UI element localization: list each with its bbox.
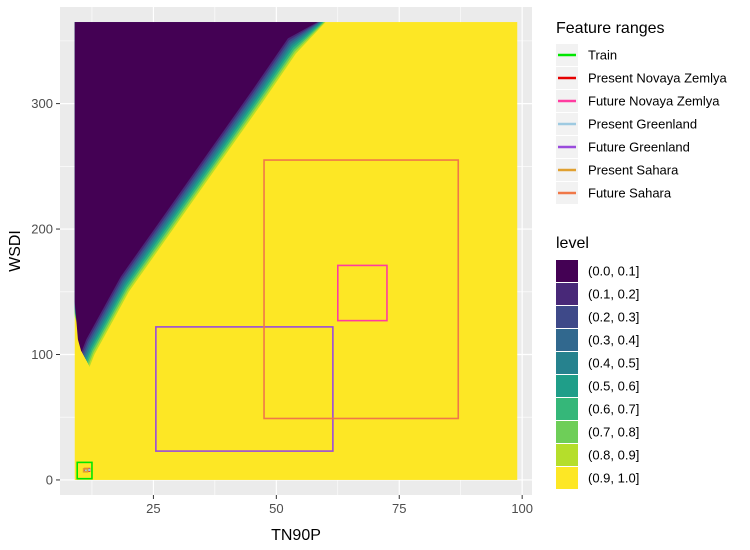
y-tick-label: 200 bbox=[31, 222, 53, 237]
legend-color-swatch bbox=[556, 467, 578, 489]
feature-range-box bbox=[263, 159, 460, 420]
legend-label: Future Sahara bbox=[588, 186, 672, 201]
legend-label: (0.4, 0.5] bbox=[588, 356, 639, 371]
y-tick-label: 0 bbox=[46, 472, 53, 487]
legend-label: (0.9, 1.0] bbox=[588, 471, 639, 486]
legend-label: (0.5, 0.6] bbox=[588, 379, 639, 394]
legend-color-swatch bbox=[556, 283, 578, 305]
feature-range-box bbox=[82, 468, 89, 473]
legend-label: (0.6, 0.7] bbox=[588, 402, 639, 417]
legend-label: (0.8, 0.9] bbox=[588, 448, 639, 463]
legend-label: (0.7, 0.8] bbox=[588, 425, 639, 440]
legend-label: (0.2, 0.3] bbox=[588, 310, 639, 325]
y-axis-title: WSDI bbox=[7, 230, 24, 272]
feature-range-box bbox=[336, 264, 388, 322]
feature-ranges-legend: Feature ranges Train Present Novaya Zemly… bbox=[556, 20, 727, 204]
x-axis-title: TN90P bbox=[271, 527, 321, 544]
legend-color-swatch bbox=[556, 352, 578, 374]
legend-label: Present Novaya Zemlya bbox=[588, 71, 727, 86]
level-legend: level (0.0, 0.1] (0.1, 0.2] (0.2, 0.3] (0.3… bbox=[556, 235, 639, 489]
x-tick-label: 25 bbox=[146, 501, 160, 516]
legend-label: Future Greenland bbox=[588, 140, 690, 155]
legend-color-swatch bbox=[556, 444, 578, 466]
legend-color-swatch bbox=[556, 329, 578, 351]
legend-color-swatch bbox=[556, 421, 578, 443]
legend-label: (0.0, 0.1] bbox=[588, 264, 639, 279]
plot-area bbox=[60, 7, 532, 495]
contour-level-region bbox=[74, 22, 318, 352]
x-tick-label: 100 bbox=[511, 501, 533, 516]
feature-range-box bbox=[76, 461, 93, 480]
level-legend-title: level bbox=[556, 235, 589, 252]
legend-color-swatch bbox=[556, 398, 578, 420]
legend-label: (0.3, 0.4] bbox=[588, 333, 639, 348]
legend-label: Present Greenland bbox=[588, 117, 697, 132]
legend-label: Future Novaya Zemlya bbox=[588, 94, 720, 109]
x-tick-label: 50 bbox=[269, 501, 283, 516]
axes: 25 50 75 100 0 100 200 300 bbox=[31, 96, 533, 516]
feature-ranges-legend-title: Feature ranges bbox=[556, 20, 665, 37]
legend-label: Train bbox=[588, 48, 617, 63]
legend-label: Present Sahara bbox=[588, 163, 679, 178]
y-tick-label: 300 bbox=[31, 96, 53, 111]
y-tick-label: 100 bbox=[31, 347, 53, 362]
legend-label: (0.1, 0.2] bbox=[588, 287, 639, 302]
legend-color-swatch bbox=[556, 375, 578, 397]
x-tick-label: 75 bbox=[392, 501, 406, 516]
legend-color-swatch bbox=[556, 260, 578, 282]
legend-color-swatch bbox=[556, 306, 578, 328]
feature-range-box bbox=[155, 326, 334, 452]
